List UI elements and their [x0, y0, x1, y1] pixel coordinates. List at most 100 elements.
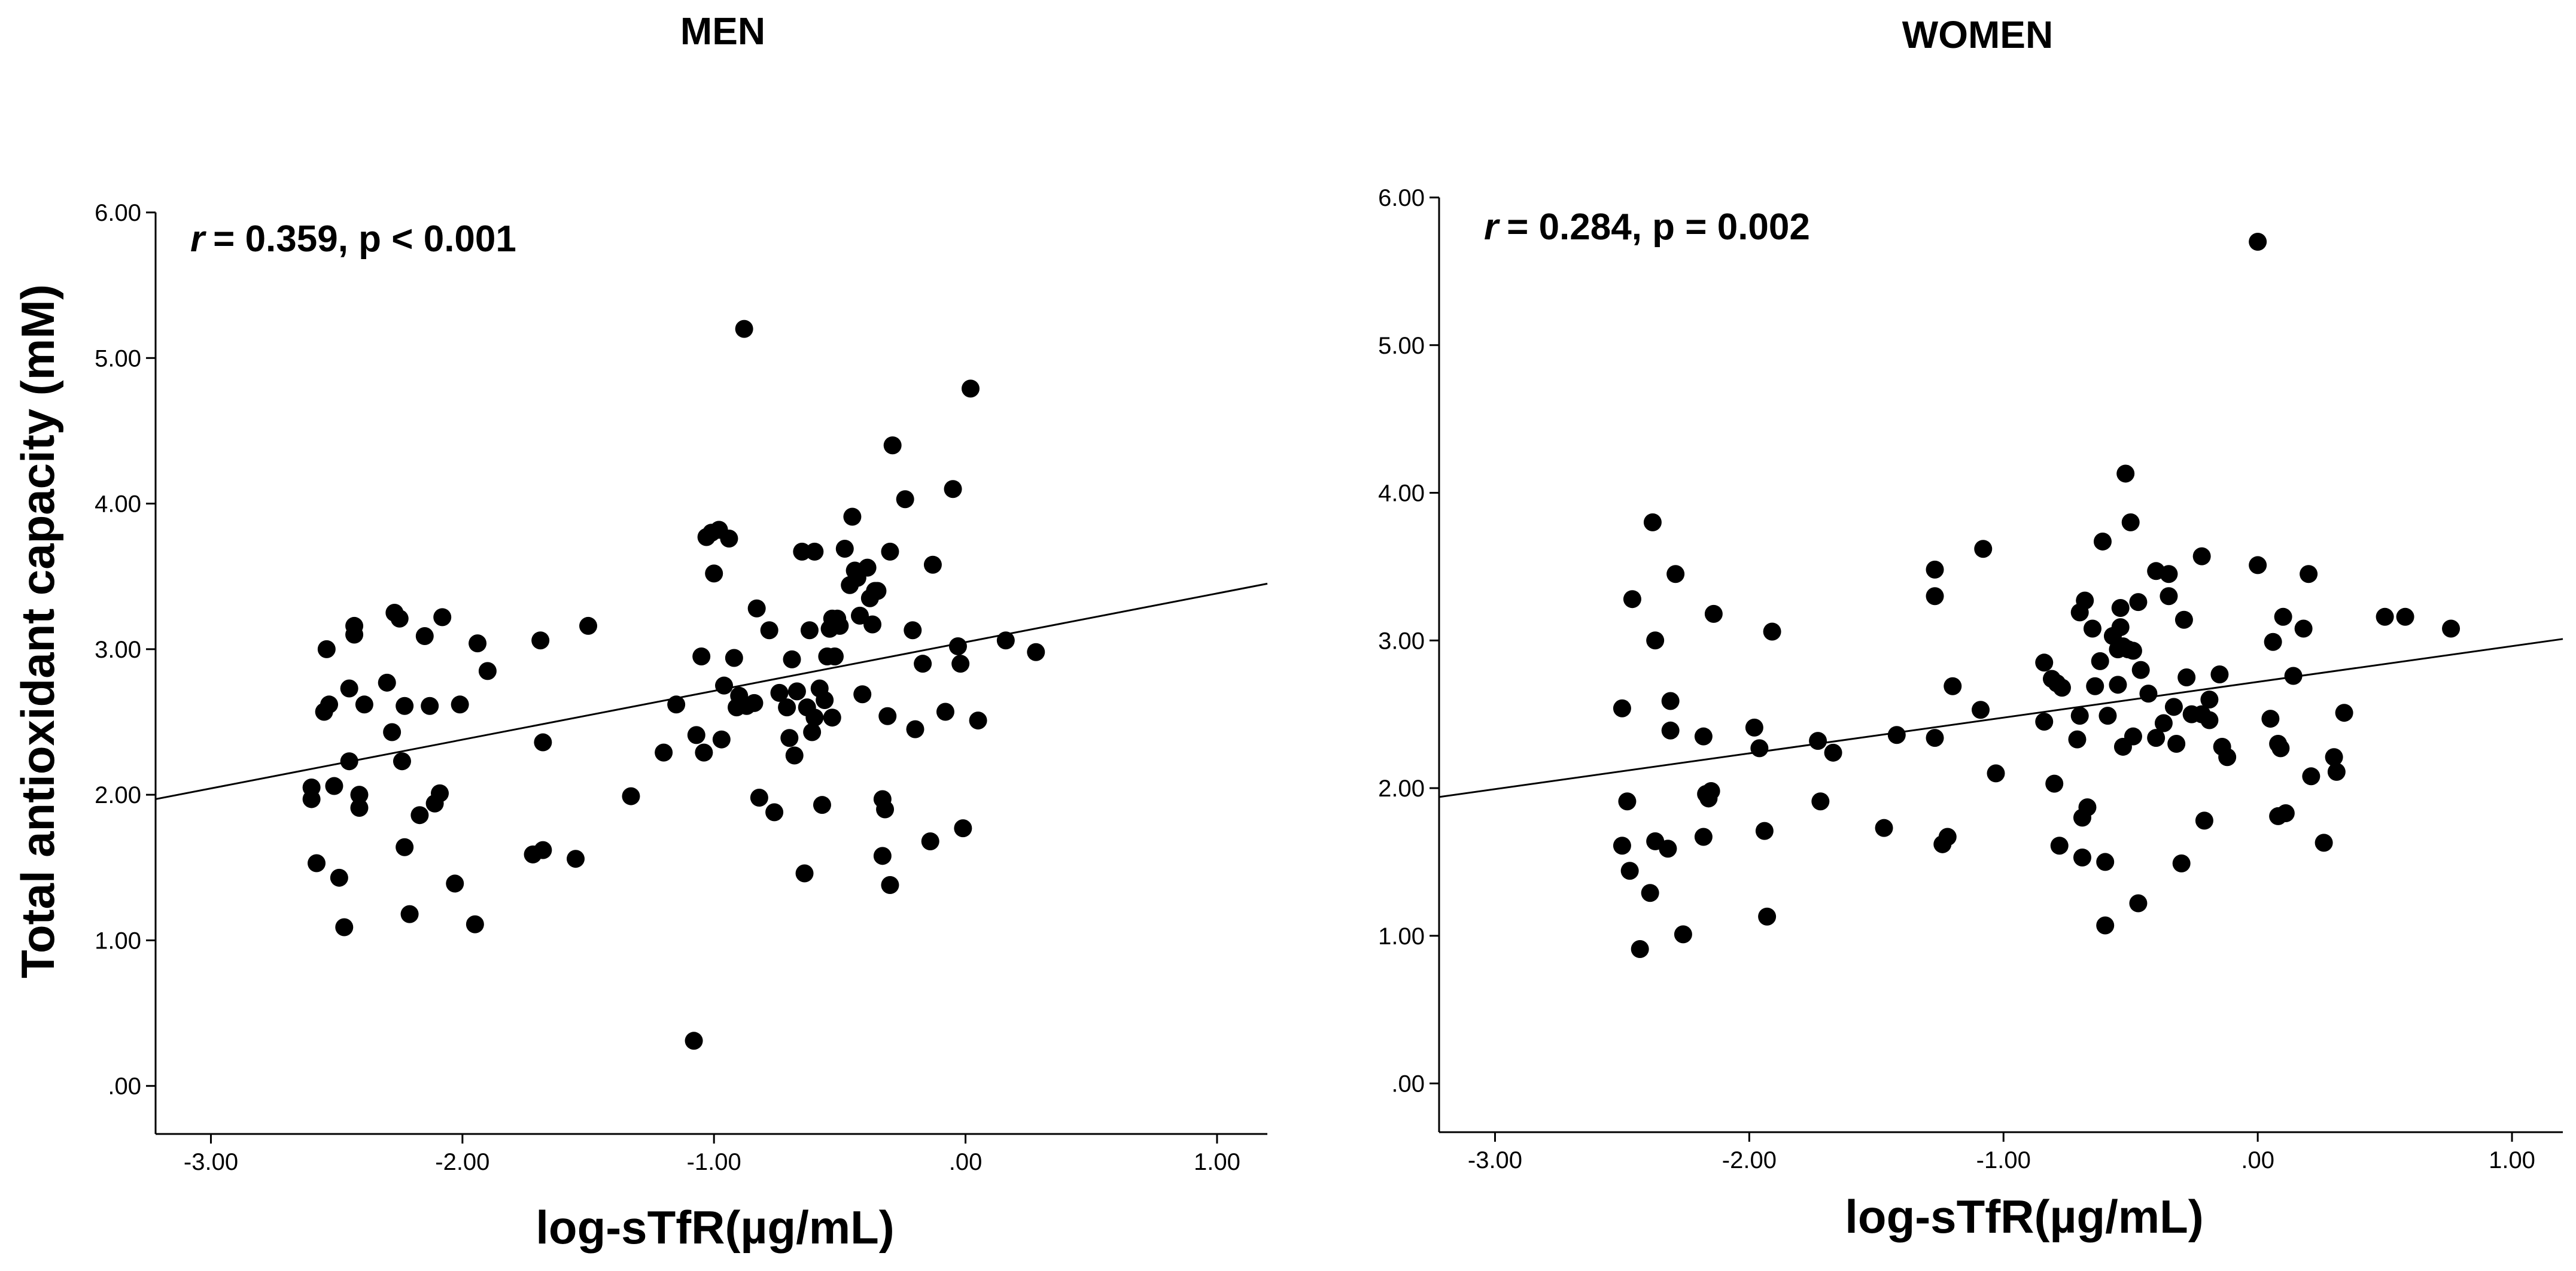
men-data-point: [914, 655, 932, 673]
women-data-point: [2192, 547, 2211, 565]
men-data-point: [813, 796, 831, 814]
women-data-point: [2261, 710, 2280, 728]
men-data-point: [858, 558, 877, 577]
men-y-tick-label: 1.00: [95, 928, 141, 954]
shared-y-axis-label: Total antioxidant capacity (mM): [11, 284, 64, 978]
men-data-point: [308, 854, 326, 872]
women-x-tick-label: 1.00: [2489, 1147, 2535, 1173]
women-data-point: [2083, 619, 2101, 638]
women-y-tick-label: 6.00: [1378, 185, 1425, 211]
women-data-point: [2068, 730, 2087, 749]
men-data-point: [567, 850, 585, 868]
men-data-point: [378, 673, 396, 692]
men-data-point: [835, 539, 854, 558]
women-data-point: [1702, 782, 1720, 800]
men-x-tick-label: -2.00: [435, 1149, 489, 1175]
men-data-point: [825, 647, 844, 666]
men-data-point: [951, 655, 970, 673]
women-data-point: [1758, 907, 1777, 926]
women-data-point: [2325, 748, 2343, 767]
men-data-point: [655, 743, 673, 762]
women-data-point: [2218, 748, 2237, 767]
men-scatter-panel: MEN log-sTfR(µg/mL) r = 0.359, p < 0.001 …: [95, 10, 1268, 1254]
men-data-point: [878, 707, 897, 725]
women-data-point: [1631, 940, 1649, 959]
men-data-point: [433, 608, 452, 627]
men-data-point: [340, 679, 358, 698]
women-data-point: [2167, 735, 2186, 753]
men-data-point: [410, 806, 429, 825]
women-data-point: [2098, 707, 2117, 725]
women-data-point: [2070, 707, 2089, 725]
men-data-point: [747, 599, 766, 618]
men-data-point: [750, 789, 768, 807]
men-data-point: [921, 832, 939, 850]
women-data-point: [2035, 713, 2054, 731]
women-data-point: [2274, 607, 2292, 626]
men-data-point: [335, 918, 354, 936]
women-x-tick-label: -1.00: [1976, 1147, 2031, 1173]
women-data-point: [1755, 822, 1774, 840]
women-data-point: [2396, 607, 2414, 626]
men-data-point: [904, 621, 922, 640]
women-data-point: [2121, 513, 2140, 531]
women-data-point: [1926, 729, 1944, 747]
men-r-symbol: r: [190, 218, 206, 260]
men-data-point: [873, 847, 892, 865]
men-data-point: [451, 695, 469, 714]
women-data-point: [2264, 633, 2282, 651]
men-data-point: [317, 640, 336, 658]
women-data-point: [2109, 676, 2127, 694]
men-data-point: [350, 786, 369, 804]
men-data-point: [685, 1032, 703, 1050]
women-data-point: [2091, 652, 2109, 670]
men-data-point: [390, 609, 409, 628]
women-data-point: [2160, 565, 2178, 583]
women-data-point: [2116, 464, 2135, 483]
women-data-point: [2271, 739, 2290, 758]
women-data-point: [2035, 653, 2054, 672]
men-data-point: [770, 683, 789, 702]
men-data-point: [843, 507, 862, 526]
men-data-point: [969, 711, 987, 730]
women-data-point: [1987, 764, 2005, 783]
women-y-tick-label: 3.00: [1378, 628, 1425, 654]
men-y-tick-label: 3.00: [95, 637, 141, 663]
men-data-point: [320, 695, 339, 714]
men-data-point: [431, 784, 449, 802]
men-data-point: [393, 752, 411, 771]
women-x-tick-label: -2.00: [1722, 1147, 1777, 1173]
men-data-point: [881, 542, 899, 561]
women-data-point: [2249, 233, 2267, 251]
women-data-point: [2195, 811, 2213, 830]
women-data-point: [1661, 692, 1680, 710]
men-data-point: [785, 746, 804, 765]
women-r-symbol: r: [1484, 206, 1500, 248]
women-data-point: [2129, 894, 2148, 913]
men-data-point: [996, 631, 1015, 650]
women-data-point: [2147, 729, 2166, 747]
men-data-point: [469, 634, 487, 653]
women-data-point: [2045, 774, 2064, 793]
women-data-point: [1646, 631, 1665, 650]
women-y-tick-label: 1.00: [1378, 923, 1425, 950]
men-data-point: [800, 621, 819, 640]
men-data-point: [712, 730, 731, 749]
men-correlation-annotation: r = 0.359, p < 0.001: [190, 218, 516, 260]
women-data-point: [1926, 560, 1944, 579]
women-data-point: [2078, 798, 2097, 817]
men-data-point: [534, 841, 552, 859]
men-data-point: [692, 647, 711, 666]
women-data-point: [2052, 679, 2071, 697]
men-data-point: [765, 803, 784, 822]
men-data-point: [944, 480, 962, 498]
men-data-point: [446, 874, 464, 893]
women-data-point: [2249, 556, 2267, 574]
women-data-point: [1643, 513, 1662, 531]
women-y-tick-label: 2.00: [1378, 776, 1425, 802]
women-data-point: [1875, 819, 1893, 837]
women-data-point: [2050, 837, 2069, 855]
men-data-point: [745, 694, 764, 712]
women-data-point: [1745, 718, 1763, 737]
men-data-point: [906, 720, 924, 738]
